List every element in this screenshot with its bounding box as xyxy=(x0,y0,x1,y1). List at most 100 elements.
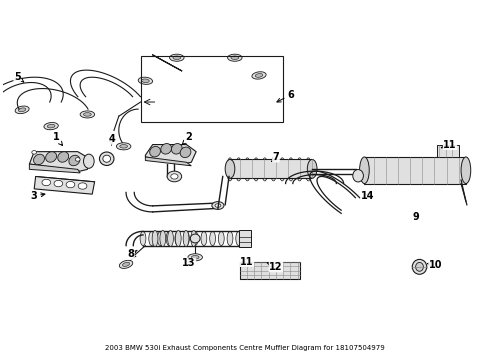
Ellipse shape xyxy=(58,152,68,162)
Polygon shape xyxy=(29,164,80,173)
Ellipse shape xyxy=(183,231,189,246)
Ellipse shape xyxy=(183,230,188,247)
Ellipse shape xyxy=(235,231,241,246)
Ellipse shape xyxy=(45,152,57,162)
Ellipse shape xyxy=(44,122,58,130)
Ellipse shape xyxy=(352,170,363,182)
Text: 2: 2 xyxy=(182,132,192,144)
Text: 1: 1 xyxy=(53,132,62,145)
Text: 3: 3 xyxy=(31,191,45,201)
Text: 6: 6 xyxy=(276,90,293,102)
Ellipse shape xyxy=(102,155,110,162)
Ellipse shape xyxy=(307,159,316,178)
Bar xyxy=(239,261,300,279)
Ellipse shape xyxy=(252,158,259,181)
Polygon shape xyxy=(145,157,191,166)
Bar xyxy=(436,145,458,157)
Ellipse shape xyxy=(148,231,154,246)
Ellipse shape xyxy=(190,230,196,247)
Ellipse shape xyxy=(175,231,180,246)
Ellipse shape xyxy=(99,152,114,166)
Ellipse shape xyxy=(34,154,44,165)
Ellipse shape xyxy=(255,73,262,77)
Ellipse shape xyxy=(411,260,426,274)
Ellipse shape xyxy=(170,174,178,179)
Ellipse shape xyxy=(120,145,127,148)
Ellipse shape xyxy=(122,262,129,266)
Text: 11: 11 xyxy=(440,140,456,149)
Polygon shape xyxy=(229,159,311,178)
Ellipse shape xyxy=(66,181,75,188)
Ellipse shape xyxy=(230,56,238,59)
Ellipse shape xyxy=(201,231,206,246)
Ellipse shape xyxy=(173,56,180,59)
Ellipse shape xyxy=(175,230,181,247)
Text: 8: 8 xyxy=(127,249,137,260)
Ellipse shape xyxy=(80,111,95,118)
Ellipse shape xyxy=(19,108,26,112)
Text: 4: 4 xyxy=(108,134,115,145)
Ellipse shape xyxy=(75,158,80,161)
Ellipse shape xyxy=(152,230,158,247)
Polygon shape xyxy=(145,145,196,164)
Bar xyxy=(140,56,283,122)
Ellipse shape xyxy=(278,158,285,181)
Ellipse shape xyxy=(211,202,224,210)
Ellipse shape xyxy=(215,204,221,207)
Ellipse shape xyxy=(140,231,145,246)
Ellipse shape xyxy=(180,147,190,158)
Ellipse shape xyxy=(15,106,29,114)
Bar xyxy=(238,230,250,247)
Ellipse shape xyxy=(171,144,182,154)
Ellipse shape xyxy=(119,260,133,269)
Ellipse shape xyxy=(227,54,242,61)
Text: 2003 BMW 530i Exhaust Components Centre Muffler Diagram for 18107504979: 2003 BMW 530i Exhaust Components Centre … xyxy=(104,345,384,351)
Text: 11: 11 xyxy=(240,257,253,266)
Ellipse shape xyxy=(192,231,198,246)
Ellipse shape xyxy=(218,231,224,246)
Ellipse shape xyxy=(224,159,234,178)
Ellipse shape xyxy=(190,234,200,243)
Ellipse shape xyxy=(359,157,368,184)
Ellipse shape xyxy=(187,254,202,261)
Ellipse shape xyxy=(244,158,250,181)
Ellipse shape xyxy=(42,179,51,186)
Ellipse shape xyxy=(69,155,80,166)
Ellipse shape xyxy=(141,79,149,82)
Ellipse shape xyxy=(83,154,94,168)
Ellipse shape xyxy=(169,54,183,61)
Ellipse shape xyxy=(209,231,215,246)
Ellipse shape xyxy=(78,183,87,189)
Polygon shape xyxy=(29,152,90,171)
Text: 5: 5 xyxy=(14,72,24,82)
Ellipse shape xyxy=(116,143,131,150)
Ellipse shape xyxy=(226,231,232,246)
Ellipse shape xyxy=(138,77,152,84)
Ellipse shape xyxy=(296,158,303,181)
Ellipse shape xyxy=(54,180,62,187)
Text: 7: 7 xyxy=(271,152,279,162)
Ellipse shape xyxy=(47,124,55,128)
Ellipse shape xyxy=(167,171,181,182)
Ellipse shape xyxy=(149,147,160,157)
Text: 12: 12 xyxy=(266,262,282,272)
Ellipse shape xyxy=(460,157,470,184)
Ellipse shape xyxy=(167,230,173,247)
Text: 9: 9 xyxy=(412,212,419,222)
Ellipse shape xyxy=(160,230,165,247)
Ellipse shape xyxy=(261,158,267,181)
Polygon shape xyxy=(364,157,465,184)
Ellipse shape xyxy=(83,113,91,116)
Text: 14: 14 xyxy=(360,191,374,201)
Text: 10: 10 xyxy=(427,260,441,270)
Ellipse shape xyxy=(161,144,171,154)
Ellipse shape xyxy=(305,158,311,181)
Ellipse shape xyxy=(251,72,265,79)
Ellipse shape xyxy=(415,262,423,271)
Ellipse shape xyxy=(269,158,276,181)
Ellipse shape xyxy=(32,150,37,154)
Ellipse shape xyxy=(191,256,199,259)
Polygon shape xyxy=(34,176,95,194)
Ellipse shape xyxy=(287,158,294,181)
Text: 13: 13 xyxy=(182,258,195,268)
